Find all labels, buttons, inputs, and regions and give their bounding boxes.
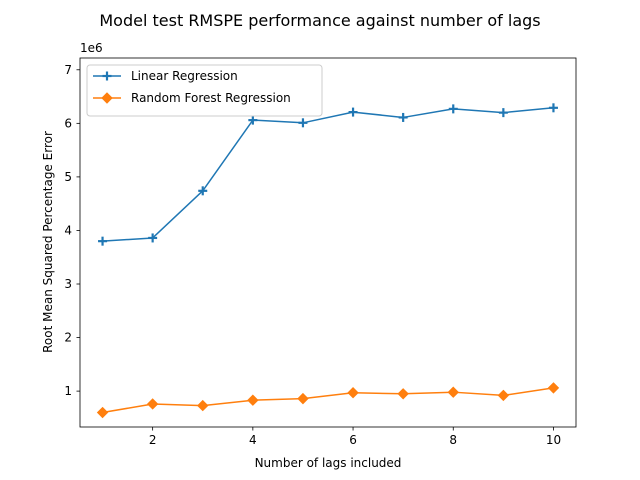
legend-item-2-marker: [101, 92, 113, 104]
series-2-point: [247, 394, 259, 406]
y-axis-ticks: 1 2 3 4 5 6 7: [64, 63, 80, 398]
series-2-point: [347, 387, 359, 399]
series-1-point: [498, 108, 508, 118]
plot-frame: [79, 57, 577, 428]
x-tick-label: 8: [449, 433, 457, 447]
chart-legend: Linear Regression Random Forest Regressio…: [86, 64, 323, 117]
series-2-point: [297, 392, 309, 405]
series-1-point: [348, 107, 358, 117]
series-1-point: [198, 186, 208, 196]
series-2-point: [397, 388, 409, 400]
x-tick-label: 4: [249, 433, 257, 447]
series-2-point: [197, 399, 209, 412]
y-tick-label: 4: [64, 223, 72, 237]
x-tick-label: 2: [149, 433, 157, 447]
series-1-point: [148, 233, 158, 243]
series-2-line: [102, 387, 554, 414]
x-axis-ticks: 2 4 6 8 10: [149, 427, 561, 447]
legend-item-1-label: Linear Regression: [131, 69, 238, 83]
y-offset-label: 1e6: [80, 41, 103, 55]
series-layer: [96, 103, 560, 419]
series-2-point: [146, 398, 159, 410]
series-2-point: [96, 406, 109, 419]
y-axis-label: Root Mean Squared Percentage Error: [41, 131, 55, 353]
series-1-point: [448, 104, 458, 114]
legend-items: Linear Regression Random Forest Regressio…: [93, 69, 291, 105]
legend-item-1-marker: [102, 71, 112, 81]
series-2-point: [547, 382, 560, 394]
y-tick-label: 5: [64, 170, 72, 184]
y-tick-label: 7: [64, 63, 72, 77]
y-tick-label: 2: [64, 331, 72, 345]
chart-title: Model test RMSPE performance against num…: [99, 11, 540, 30]
series-1-point: [398, 112, 408, 122]
y-tick-label: 3: [64, 277, 72, 291]
series-1-line: [102, 107, 554, 242]
series-2-point: [447, 386, 459, 398]
series-1-point: [298, 118, 308, 128]
x-tick-label: 6: [349, 433, 357, 447]
series-2-point: [497, 389, 510, 402]
x-tick-label: 10: [546, 433, 561, 447]
series-1-point: [248, 115, 258, 125]
x-axis-label: Number of lags included: [255, 456, 402, 470]
series-1-point: [548, 103, 558, 113]
legend-box: [86, 64, 323, 117]
legend-item-2-label: Random Forest Regression: [131, 91, 291, 105]
series-1-point: [98, 236, 108, 246]
y-tick-label: 6: [64, 116, 72, 130]
y-tick-label: 1: [64, 384, 72, 398]
